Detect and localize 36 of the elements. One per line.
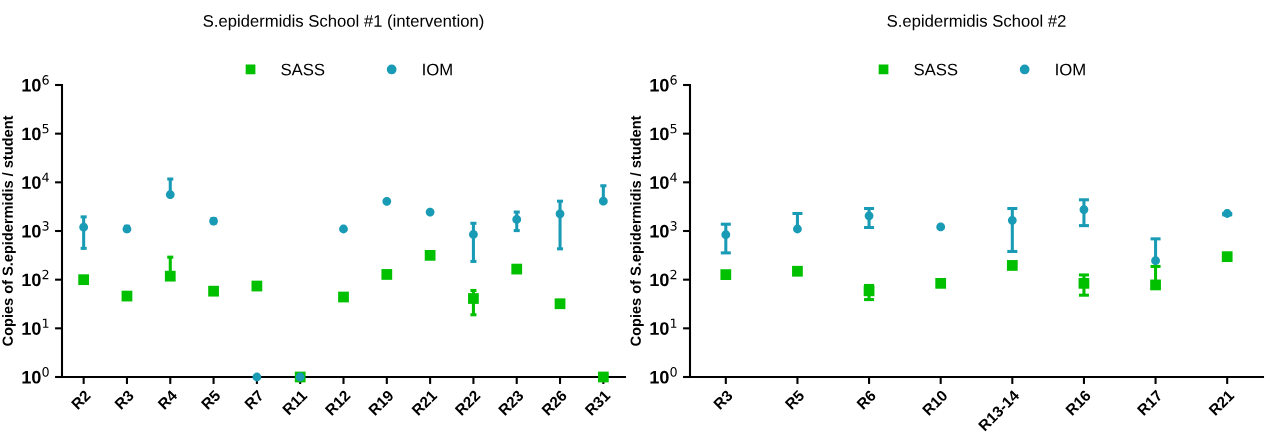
x-tick-label: R21 bbox=[1208, 389, 1235, 416]
x-tick-label: R19 bbox=[368, 389, 395, 416]
y-tick-label: 10$^{4}$ bbox=[650, 172, 677, 189]
legend-label: IOM bbox=[423, 63, 452, 76]
x-tick-label: R11 bbox=[282, 389, 308, 416]
chart-title: S.epidermidis School #1 (intervention) bbox=[203, 14, 484, 31]
legend-label: SASS bbox=[914, 63, 958, 76]
y-axis-title: Copies of S.epidermidis / student bbox=[2, 115, 16, 346]
y-tick-label: 10$^{2}$ bbox=[650, 269, 677, 287]
y-tick-label: 10$^{0}$ bbox=[22, 367, 49, 384]
x-tick-label: R4 bbox=[157, 389, 179, 410]
x-tick-label: R3 bbox=[114, 389, 135, 410]
y-tick-label: 10$^{4}$ bbox=[22, 172, 49, 189]
y-tick-label: 10$^{5}$ bbox=[22, 123, 49, 141]
y-tick-label: 10$^{5}$ bbox=[650, 123, 677, 141]
x-tick-label: R3 bbox=[713, 389, 734, 410]
y-tick-label: 10$^{3}$ bbox=[650, 221, 677, 238]
x-tick-label: R6 bbox=[856, 389, 877, 410]
y-tick-label: 10$^{3}$ bbox=[22, 221, 49, 238]
legend-label: SASS bbox=[281, 63, 325, 76]
x-tick-label: R31 bbox=[584, 389, 611, 416]
x-tick-label: R21 bbox=[411, 389, 438, 416]
x-tick-label: R10 bbox=[921, 389, 949, 416]
y-tick-label: 10$^{6}$ bbox=[22, 75, 49, 92]
x-tick-label: R7 bbox=[244, 389, 265, 410]
x-tick-label: R5 bbox=[784, 389, 806, 410]
y-axis-title: Copies of S.epidermidis / student bbox=[630, 115, 644, 346]
x-tick-label: R2 bbox=[70, 389, 92, 410]
x-tick-label: R5 bbox=[200, 389, 222, 410]
y-tick-label: 10$^{2}$ bbox=[22, 269, 49, 287]
y-tick-label: 10$^{6}$ bbox=[650, 75, 677, 92]
legend-label: IOM bbox=[1056, 63, 1085, 76]
y-tick-label: 10$^{1}$ bbox=[650, 318, 677, 335]
y-tick-label: 10$^{0}$ bbox=[650, 367, 677, 384]
y-tick-label: 10$^{1}$ bbox=[22, 318, 49, 335]
chart-title: S.epidermidis School #2 bbox=[887, 14, 1066, 31]
